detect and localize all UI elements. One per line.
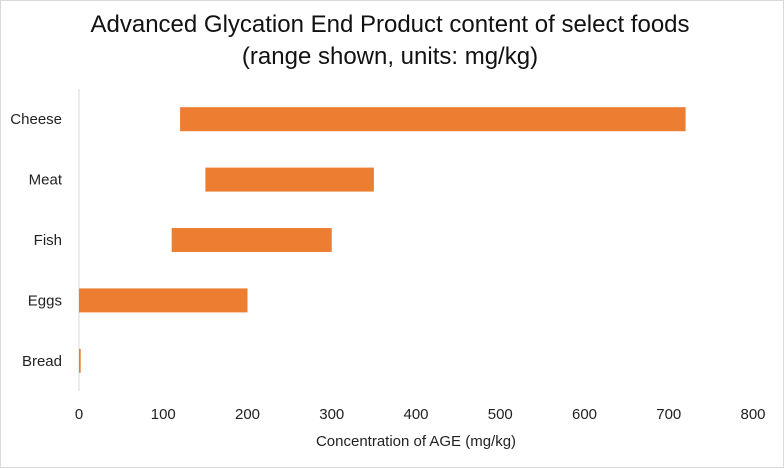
category-label-bread: Bread	[22, 353, 62, 370]
chart-subtitle: (range shown, units: mg/kg)	[242, 43, 538, 70]
x-tick-label-400: 400	[403, 406, 428, 423]
bar-bread	[79, 348, 81, 373]
x-axis-title: Concentration of AGE (mg/kg)	[316, 433, 516, 450]
category-label-eggs: Eggs	[28, 292, 62, 309]
category-labels: Cheese Meat Fish Eggs Bread	[10, 111, 63, 370]
bar-meat	[205, 167, 374, 192]
x-axis-ticks: 0 100 200 300 400 500 600 700 800	[75, 406, 766, 423]
x-tick-label-200: 200	[235, 406, 260, 423]
x-tick-label-100: 100	[151, 406, 176, 423]
category-label-cheese: Cheese	[10, 111, 62, 128]
bar-fish	[171, 228, 332, 252]
category-label-fish: Fish	[34, 232, 62, 249]
x-tick-label-800: 800	[740, 406, 765, 423]
bars-layer	[79, 107, 686, 373]
x-tick-label-0: 0	[75, 406, 83, 423]
bar-eggs	[79, 288, 248, 313]
bar-cheese	[180, 107, 686, 132]
x-tick-label-600: 600	[572, 406, 597, 423]
x-tick-label-500: 500	[488, 406, 513, 423]
x-tick-label-700: 700	[656, 406, 681, 423]
x-tick-label-300: 300	[319, 406, 344, 423]
category-label-meat: Meat	[29, 172, 63, 189]
chart-title: Advanced Glycation End Product content o…	[90, 11, 689, 38]
